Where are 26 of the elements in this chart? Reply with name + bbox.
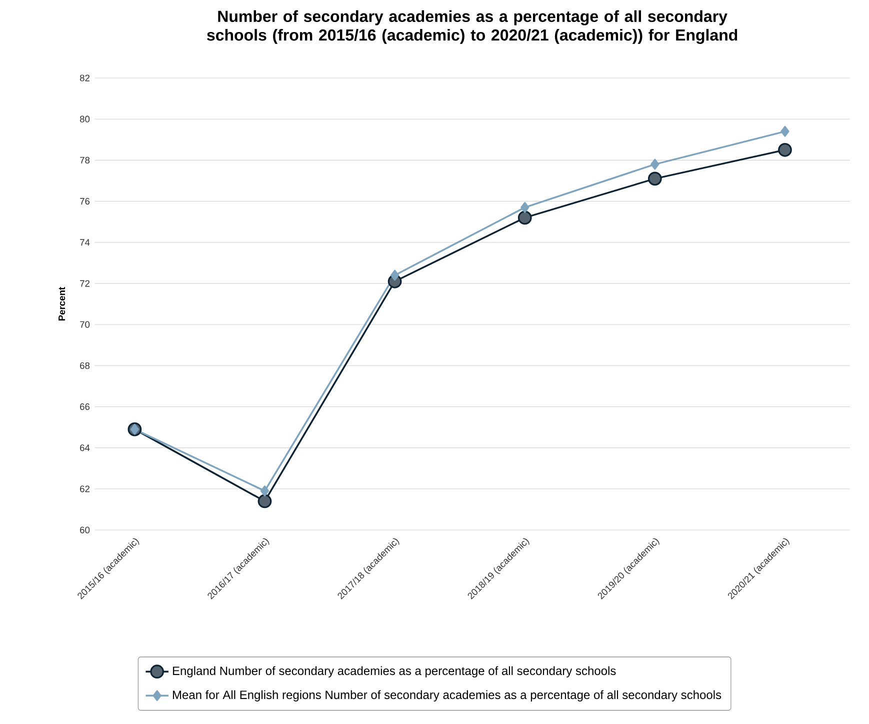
y-tick-label: 68 (80, 362, 90, 369)
point (518, 210, 532, 225)
y-tick-label: 76 (80, 198, 90, 205)
point (520, 202, 530, 213)
y-tick-label: 78 (80, 156, 90, 164)
y-tick-label: 80 (80, 116, 90, 122)
legend-label: England Number of secondary academies as a percentage of all secondary schools (172, 666, 616, 678)
legend-label: Mean for All English regions Number of secondary academies as a percentage of all secondary schools (172, 690, 722, 702)
point (260, 485, 270, 496)
y-tick-label: 72 (80, 280, 90, 287)
chart-title: Number of secondary academies as a percentage of all secondary schools (from 2015/16 (academic) to 2020/21 (academic)) for England (207, 10, 738, 44)
point (778, 142, 792, 157)
point (258, 494, 272, 508)
y-tick-label: 62 (80, 486, 90, 492)
y-tick-label: 60 (80, 526, 90, 534)
point (648, 172, 662, 186)
y-tick-label: 66 (80, 403, 90, 410)
y-tick-label: 82 (80, 74, 90, 82)
y-tick-label: 74 (80, 239, 90, 246)
point (780, 126, 790, 137)
point (130, 424, 139, 435)
y-axis-title: Percent (58, 286, 66, 320)
y-tick-label: 70 (80, 321, 90, 328)
y-tick-label: 64 (80, 444, 90, 452)
point (390, 270, 400, 281)
point (650, 158, 660, 170)
